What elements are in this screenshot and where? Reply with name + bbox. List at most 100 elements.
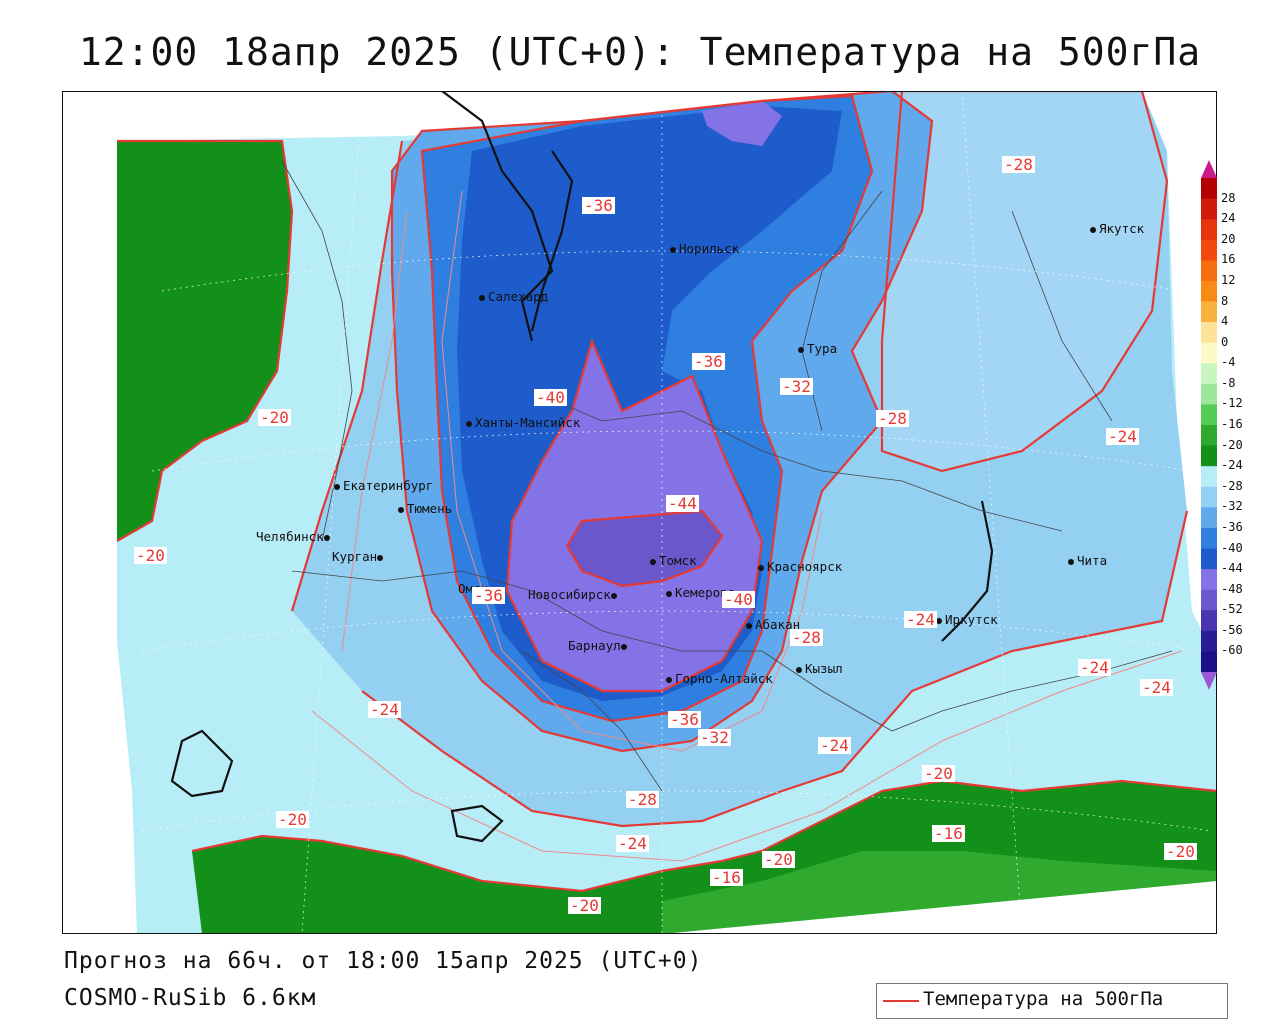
colorbar-swatch	[1201, 445, 1217, 467]
temperature-map[interactable]: Салехард Норильск Якутск Тура Ханты-Манс…	[62, 89, 1218, 935]
contour-label: -36	[668, 710, 701, 729]
forecast-info: Прогноз на 66ч. от 18:00 15апр 2025 (UTC…	[64, 948, 703, 974]
city-dot-icon	[620, 643, 627, 650]
colorbar-swatch	[1201, 507, 1217, 529]
contour-label: -40	[534, 388, 567, 407]
city-yakutsk: Якутск	[1090, 221, 1144, 236]
colorbar-swatch	[1201, 630, 1217, 652]
contour-label: -40	[722, 590, 755, 609]
contour-label: -44	[666, 494, 699, 513]
colorbar-tick-label: -16	[1221, 417, 1243, 431]
map-canvas	[62, 89, 1218, 935]
colorbar-swatch	[1201, 466, 1217, 488]
contour-label: -16	[710, 868, 743, 887]
city-dot-icon	[936, 617, 942, 624]
colorbar-tick-label: 0	[1221, 334, 1229, 349]
city-dot-icon	[323, 534, 330, 541]
contour-label: -24	[1140, 678, 1173, 697]
colorbar-tick-label: 16	[1221, 252, 1236, 267]
colorbar-swatch	[1201, 322, 1217, 344]
city-dot-icon	[479, 294, 485, 301]
colorbar-swatch	[1201, 589, 1217, 611]
colorbar-tick-label: -48	[1221, 581, 1243, 596]
contour-label: -32	[698, 728, 731, 747]
contour-label: -24	[616, 834, 649, 853]
model-name: COSMO-RuSib 6.6км	[64, 985, 317, 1011]
legend-label: Температура на 500гПа	[923, 988, 1164, 1010]
colorbar-swatch	[1201, 569, 1217, 591]
city-dot-icon	[466, 420, 472, 427]
colorbar-tick-label: 20	[1221, 231, 1236, 246]
contour-label: -32	[780, 377, 813, 396]
page-title: 12:00 18апр 2025 (UTC+0): Температура на…	[78, 30, 1202, 74]
colorbar-tick-label: -60	[1221, 643, 1243, 658]
colorbar-tick-label: -52	[1221, 602, 1243, 617]
city-abakan: Абакан	[746, 617, 800, 632]
contour-label: -28	[790, 628, 823, 647]
contour-label: -20	[258, 408, 291, 427]
contour-lines	[116, 89, 1218, 893]
city-dot-icon	[334, 483, 340, 490]
colorbar-svg	[1201, 160, 1217, 690]
contour-label: -36	[472, 586, 505, 605]
colorbar-tick-label: -24	[1221, 458, 1243, 473]
city-chelyabinsk: Челябинск	[256, 529, 333, 544]
city-dot-icon	[650, 558, 656, 565]
city-dot-icon	[1068, 558, 1074, 565]
city-tura: Тура	[798, 341, 837, 356]
region-green-southeast	[662, 851, 1217, 934]
colorbar-swatch	[1201, 280, 1217, 302]
city-ekaterinburg: Екатеринбург	[334, 478, 433, 493]
contour-label: -24	[368, 700, 401, 719]
city-norilsk: Норильск	[670, 241, 739, 256]
contour-label: -36	[692, 352, 725, 371]
colorbar-swatch	[1201, 178, 1217, 200]
contour-label: -24	[818, 736, 851, 755]
city-novosibirsk: Новосибирск	[528, 587, 620, 602]
contour-label: -20	[762, 850, 795, 869]
contour-label: -24	[1106, 427, 1139, 446]
colorbar-tick-label: 12	[1221, 272, 1236, 287]
contour-label: -20	[276, 810, 309, 829]
contour-label: -20	[922, 764, 955, 783]
contour-label: -20	[568, 896, 601, 915]
colorbar-swatch	[1201, 651, 1217, 673]
colorbar-tick-label: -28	[1221, 478, 1243, 493]
region-minus28-right	[882, 91, 1167, 471]
region-minus44-north	[702, 101, 782, 146]
contour-label: -28	[1002, 155, 1035, 174]
city-tyumen: Тюмень	[398, 501, 452, 516]
city-khanty-mansiysk: Ханты-Мансийск	[466, 415, 580, 430]
colorbar-tick-label: 4	[1221, 314, 1229, 329]
colorbar-swatch	[1201, 219, 1217, 241]
colorbar-swatch	[1201, 383, 1217, 405]
legend-box: Температура на 500гПа	[876, 983, 1228, 1019]
city-dot-icon	[398, 506, 404, 513]
city-irkutsk: Иркутск	[936, 612, 998, 627]
city-dot-icon	[796, 666, 802, 673]
contour-label: -28	[876, 409, 909, 428]
city-dot-icon	[798, 346, 804, 353]
colorbar-tick-label: -32	[1221, 499, 1243, 514]
colorbar-bottom-arrow	[1201, 672, 1217, 690]
legend-line-icon	[883, 1000, 919, 1002]
city-krasnoyarsk: Красноярск	[758, 559, 842, 574]
colorbar-swatch	[1201, 363, 1217, 385]
contour-label: -16	[932, 824, 965, 843]
colorbar	[1201, 160, 1217, 690]
colorbar-swatch	[1201, 610, 1217, 632]
colorbar-swatch	[1201, 260, 1217, 282]
region-green-west	[117, 141, 292, 541]
colorbar-tick-label: 8	[1221, 293, 1229, 308]
contour-label: -20	[1164, 842, 1197, 861]
contour-label: -36	[582, 196, 615, 215]
city-kyzyl: Кызыл	[796, 661, 843, 676]
colorbar-tick-label: -40	[1221, 540, 1243, 555]
graticule	[141, 90, 1213, 935]
city-dot-icon	[666, 590, 672, 597]
colorbar-tick-label: -36	[1221, 519, 1243, 534]
contour-label: -24	[1078, 658, 1111, 677]
colorbar-tick-label: -8	[1221, 375, 1236, 390]
colorbar-tick-label: -4	[1221, 355, 1236, 370]
city-dot-icon	[758, 564, 764, 571]
